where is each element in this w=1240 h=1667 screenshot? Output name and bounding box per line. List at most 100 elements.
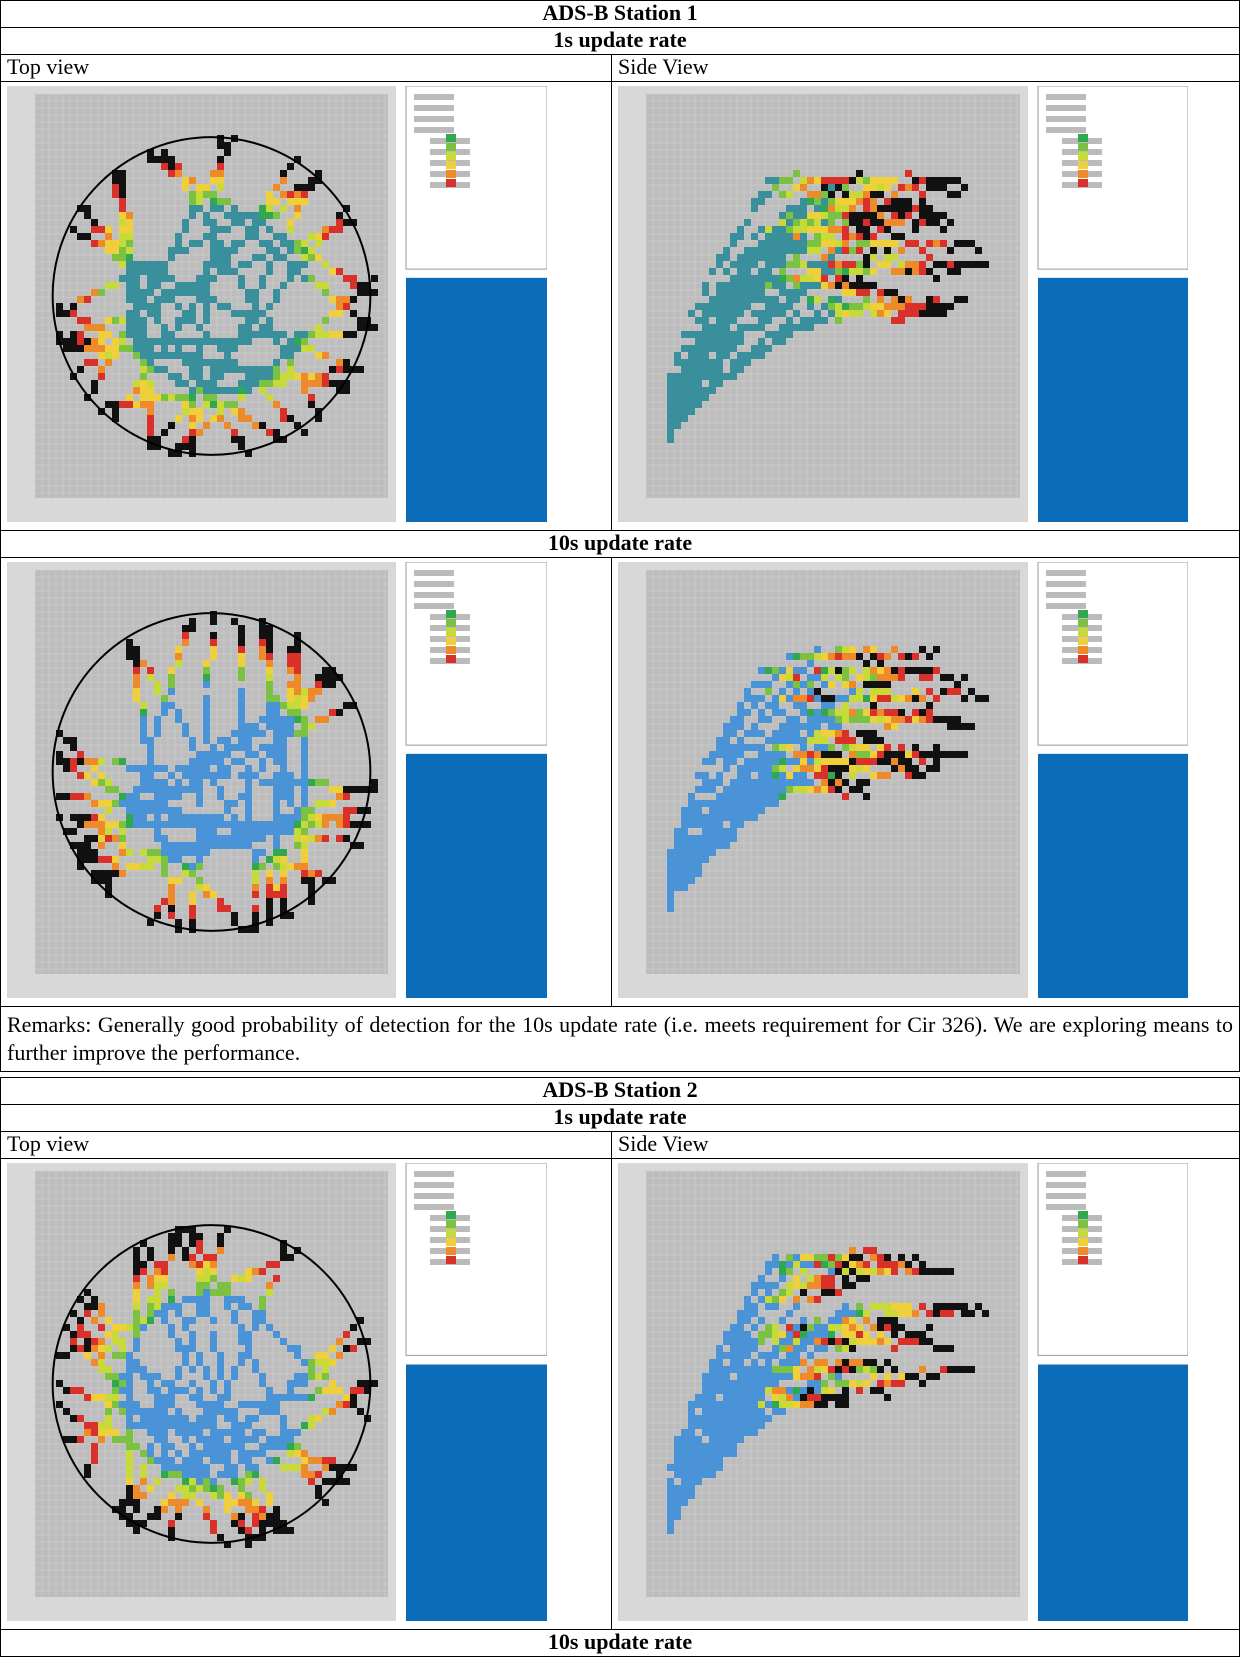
plot-cell	[266, 877, 273, 884]
plot-cell	[91, 324, 98, 331]
plot-cell	[870, 709, 877, 716]
plot-cell	[112, 191, 119, 198]
plot-cell	[238, 632, 245, 639]
plot-cell	[245, 842, 252, 849]
plot-cell	[730, 793, 737, 800]
plot-cell	[730, 779, 737, 786]
plot-cell	[119, 1436, 126, 1443]
plot-cell	[238, 737, 245, 744]
plot-cell	[301, 870, 308, 877]
plot-cell	[772, 772, 779, 779]
plot-cell	[252, 884, 259, 891]
plot-cell	[273, 331, 280, 338]
plot-cell	[751, 730, 758, 737]
plot-cell	[842, 191, 849, 198]
plot-cell	[926, 177, 933, 184]
plot-cell	[793, 737, 800, 744]
plot-cell	[793, 226, 800, 233]
plot-cell	[301, 800, 308, 807]
plot-cell	[189, 765, 196, 772]
plot-cell	[814, 233, 821, 240]
plot-cell	[954, 296, 961, 303]
plot-cell	[273, 366, 280, 373]
plot-cell	[77, 1345, 84, 1352]
plot-cell	[905, 772, 912, 779]
plot-cell	[723, 317, 730, 324]
plot-cell	[772, 240, 779, 247]
plot-cell	[210, 219, 217, 226]
plot-cell	[161, 338, 168, 345]
plot-cell	[814, 744, 821, 751]
plot-image	[618, 86, 1188, 522]
plot-cell	[238, 625, 245, 632]
plot-cell	[56, 751, 63, 758]
plot-cell	[786, 317, 793, 324]
plot-cell	[147, 772, 154, 779]
plot-cell	[161, 324, 168, 331]
plot-cell	[161, 1436, 168, 1443]
plot-cell	[245, 835, 252, 842]
plot-cell	[168, 247, 175, 254]
plot-cell	[336, 303, 343, 310]
plot-cell	[301, 247, 308, 254]
plot-cell	[112, 1387, 119, 1394]
plot-cell	[933, 758, 940, 765]
plot-cell	[196, 849, 203, 856]
plot-cell	[702, 849, 709, 856]
plot-cell	[84, 1310, 91, 1317]
plot-cell	[238, 1359, 245, 1366]
plot-cell	[730, 821, 737, 828]
plot-cell	[161, 1394, 168, 1401]
plot-cell	[63, 345, 70, 352]
plot-cell	[105, 401, 112, 408]
plot-cell	[807, 303, 814, 310]
plot-cell	[905, 653, 912, 660]
plot-cell	[189, 401, 196, 408]
plot-cell	[175, 814, 182, 821]
plot-cell	[870, 653, 877, 660]
plot-cell	[119, 849, 126, 856]
plot-cell	[912, 765, 919, 772]
plot-cell	[133, 765, 140, 772]
plot-cell	[175, 233, 182, 240]
plot-cell	[926, 184, 933, 191]
plot-cell	[863, 191, 870, 198]
plot-cell	[695, 821, 702, 828]
plot-cell	[224, 359, 231, 366]
plot-cell	[210, 835, 217, 842]
plot-cell	[800, 758, 807, 765]
plot-cell	[203, 1436, 210, 1443]
plot-cell	[112, 1338, 119, 1345]
plot-cell	[863, 184, 870, 191]
plot-cell	[315, 870, 322, 877]
plot-cell	[772, 667, 779, 674]
plot-cell	[674, 835, 681, 842]
plot-cell	[877, 667, 884, 674]
blue-panel	[406, 754, 547, 998]
plot-cell	[681, 380, 688, 387]
plot-cell	[716, 345, 723, 352]
plot-cell	[933, 646, 940, 653]
plot-cell	[912, 184, 919, 191]
plot-cell	[140, 338, 147, 345]
plot-cell	[674, 387, 681, 394]
plot-cell	[856, 786, 863, 793]
plot-cell	[217, 226, 224, 233]
plot-cell	[126, 317, 133, 324]
plot-cell	[273, 793, 280, 800]
plot-cell	[294, 807, 301, 814]
plot-cell	[765, 765, 772, 772]
plot-cell	[301, 380, 308, 387]
legend-row	[1046, 592, 1086, 598]
plot-cell	[828, 205, 835, 212]
plot-cell	[884, 716, 891, 723]
plot-cell	[737, 310, 744, 317]
plot-cell	[287, 240, 294, 247]
plot-cell	[350, 331, 357, 338]
plot-cell	[863, 254, 870, 261]
plot-cell	[702, 366, 709, 373]
plot-cell	[147, 429, 154, 436]
plot-cell	[301, 779, 308, 786]
plot-cell	[898, 303, 905, 310]
plot-cell	[182, 842, 189, 849]
